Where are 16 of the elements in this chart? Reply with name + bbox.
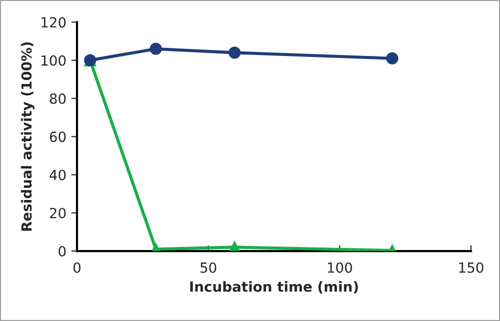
y-tick-label: 80 bbox=[50, 93, 66, 104]
y-tick-label: 100 bbox=[42, 55, 66, 66]
point bbox=[386, 52, 398, 64]
y-tick-label: 60 bbox=[50, 132, 66, 142]
y-tick-label: 0 bbox=[58, 246, 66, 256]
x-axis-title: Incubation time (min) bbox=[190, 281, 358, 294]
point bbox=[228, 46, 241, 59]
x-tick-label: 0 bbox=[73, 262, 80, 273]
x-tick-label: 50 bbox=[200, 262, 216, 273]
x-tick-label: 100 bbox=[328, 262, 352, 273]
y-tick-label: 40 bbox=[50, 170, 66, 180]
y-tick-label: 20 bbox=[50, 208, 66, 218]
y-tick-label: 120 bbox=[42, 17, 66, 28]
y-axis-title: Residual activity (100%) bbox=[20, 42, 35, 231]
x-tick-label: 150 bbox=[459, 262, 484, 273]
point bbox=[150, 42, 162, 55]
